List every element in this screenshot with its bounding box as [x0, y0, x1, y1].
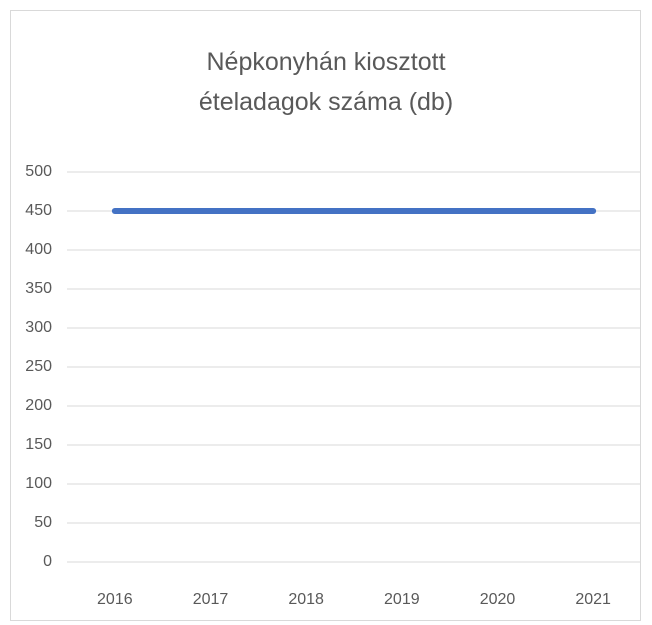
y-tick-label: 0 — [43, 553, 52, 570]
y-tick-label: 300 — [25, 319, 52, 336]
x-tick-label: 2020 — [480, 591, 516, 608]
y-tick-label: 250 — [25, 358, 52, 375]
y-tick-label: 350 — [25, 280, 52, 297]
y-tick-label: 50 — [34, 514, 52, 531]
x-tick-label: 2019 — [384, 591, 420, 608]
y-tick-label: 200 — [25, 397, 52, 414]
y-tick-label: 400 — [25, 241, 52, 258]
x-tick-label: 2017 — [193, 591, 229, 608]
x-tick-label: 2021 — [575, 591, 611, 608]
y-tick-label: 450 — [25, 202, 52, 219]
y-tick-label: 100 — [25, 475, 52, 492]
chart-border — [10, 10, 641, 621]
chart-title: Népkonyhán kiosztott ételadagok száma (d… — [198, 48, 454, 116]
y-tick-label: 150 — [25, 436, 52, 453]
y-tick-label: 500 — [25, 163, 52, 180]
x-tick-label: 2018 — [288, 591, 324, 608]
x-tick-label: 2016 — [97, 591, 133, 608]
